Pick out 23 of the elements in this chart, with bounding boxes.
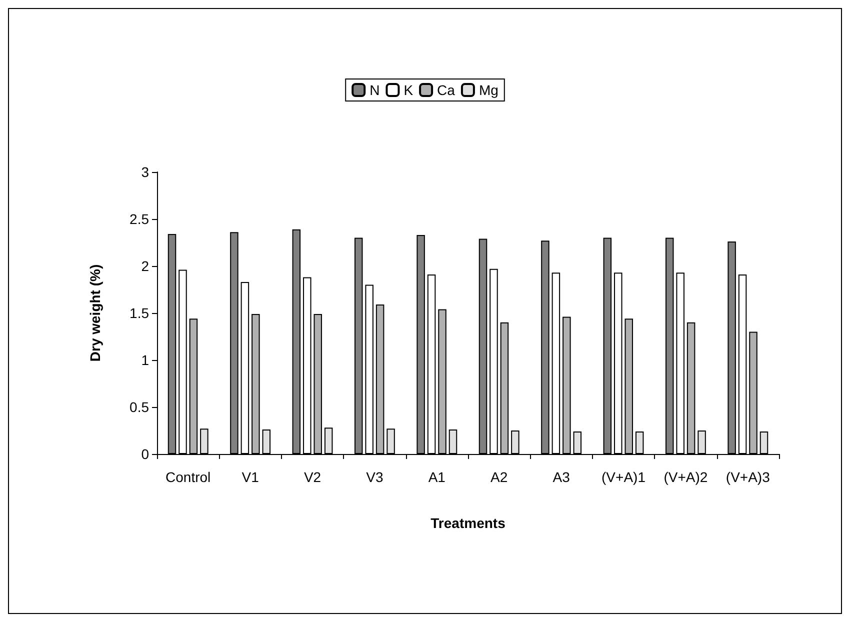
x-tick-label: A1 [428,469,446,485]
y-tick-label: 1 [141,352,150,368]
x-tick-label: (V+A)3 [726,469,770,485]
y-tick-label: 1.5 [130,305,150,321]
legend-label: Mg [478,82,498,98]
x-axis-title: Treatments [430,515,506,531]
x-tick-label: A3 [552,469,570,485]
x-tick-label: (V+A)2 [664,469,708,485]
x-tick-label: V1 [242,469,260,485]
y-tick-label: 2.5 [130,211,150,227]
x-tick-label: A2 [490,469,508,485]
legend-label: N [370,82,380,98]
legend-label: K [404,82,414,98]
y-axis-title: Dry weight (%) [87,264,103,362]
y-tick-label: 3 [141,164,150,180]
x-tick-label: V2 [304,469,322,485]
legend-label: Ca [437,82,456,98]
y-tick-label: 0.5 [130,399,150,415]
y-tick-label: 2 [141,258,150,274]
x-tick-label: (V+A)1 [602,469,646,485]
y-tick-label: 0 [141,446,150,462]
x-tick-label: Control [166,469,211,485]
x-tick-label: V3 [366,469,384,485]
